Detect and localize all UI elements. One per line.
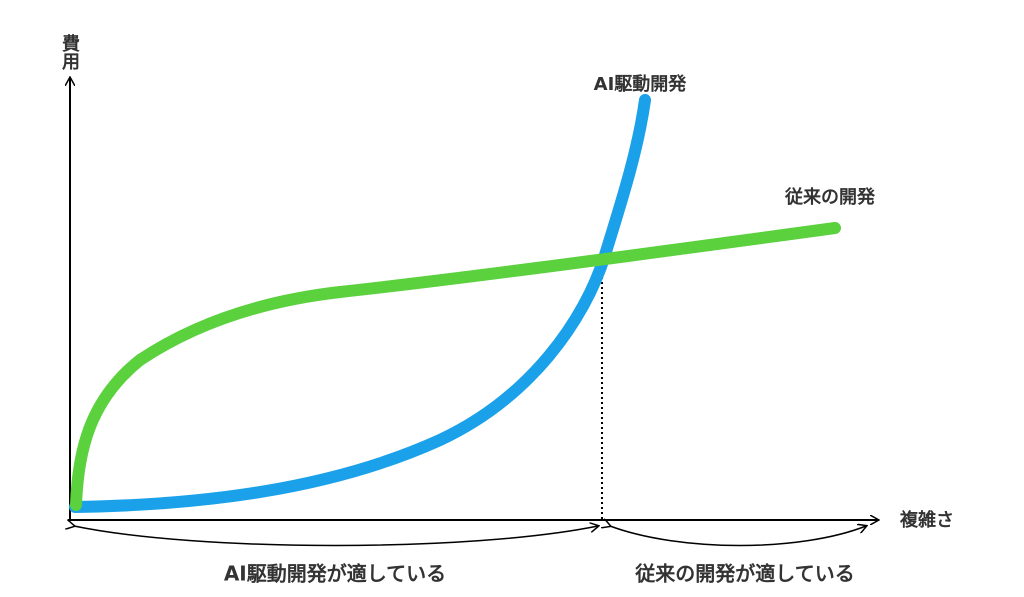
traditional-curve: [70, 222, 841, 511]
right-brace: [610, 526, 866, 547]
ai-curve-label: AI駆動開発: [594, 73, 688, 95]
right-region-label: 従来の開発が適している: [634, 562, 854, 586]
left-region-label: AI駆動開発が適している: [224, 562, 446, 586]
y-axis-label: 費用: [59, 34, 80, 70]
left-brace: [74, 526, 598, 547]
traditional-curve-label: 従来の開発: [784, 186, 876, 208]
ai-curve: [69, 94, 651, 513]
x-axis-label: 複雑さ: [899, 509, 954, 531]
